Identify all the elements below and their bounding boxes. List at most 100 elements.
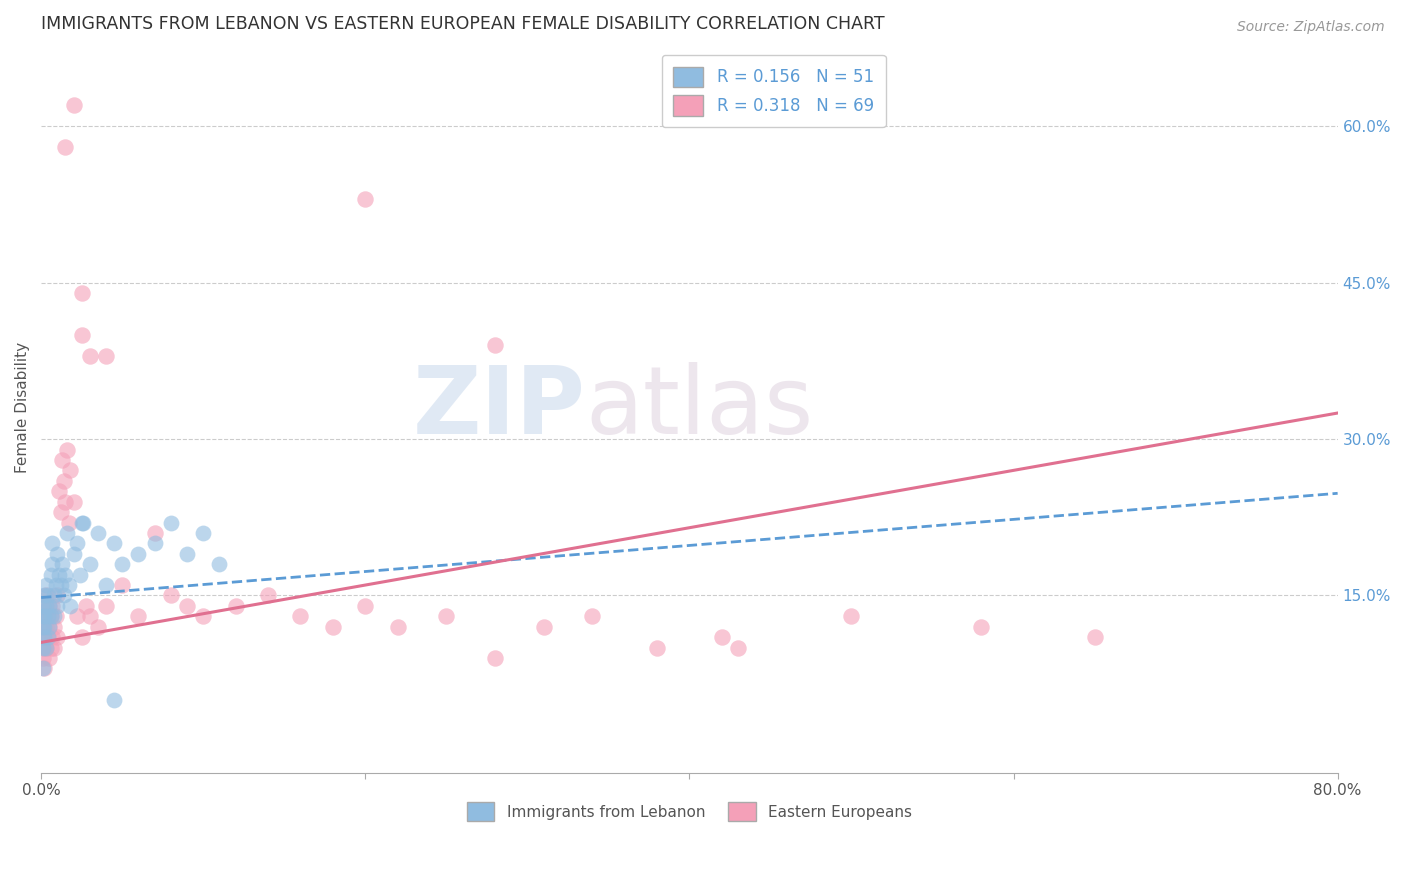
Point [42,640,65,655]
Point [87,525,110,540]
Point [62,547,84,561]
Point [70,327,93,342]
Point [46,589,69,603]
Point [38,620,60,634]
Point [103,536,125,550]
Point [42,589,65,603]
Legend: Immigrants from Lebanon, Eastern Europeans: Immigrants from Lebanon, Eastern Europea… [461,797,918,827]
Point [37,609,59,624]
Point [111,578,134,592]
Point [49,505,72,519]
Point [581,609,603,624]
Text: atlas: atlas [586,362,814,454]
Point [46,599,69,613]
Point [31,620,53,634]
Point [103,692,125,706]
Point [143,525,166,540]
Point [159,516,181,530]
Point [48,567,70,582]
Point [46,630,69,644]
Point [58,516,80,530]
Point [35,640,58,655]
Point [387,620,409,634]
Point [645,640,668,655]
Point [41,599,63,613]
Point [45,578,67,592]
Point [354,192,377,206]
Point [55,567,77,582]
Point [37,630,59,644]
Point [41,558,63,572]
Point [69,567,91,582]
Point [38,620,60,634]
Point [37,609,59,624]
Point [55,140,77,154]
Point [35,640,58,655]
Point [66,536,89,550]
Point [34,589,56,603]
Point [31,651,53,665]
Point [143,536,166,550]
Point [39,609,62,624]
Point [70,286,93,301]
Point [38,599,60,613]
Point [35,620,58,634]
Point [79,349,101,363]
Point [48,484,70,499]
Point [34,609,56,624]
Point [1083,630,1105,644]
Point [31,661,53,675]
Point [38,599,60,613]
Point [727,640,749,655]
Point [55,494,77,508]
Point [94,578,117,592]
Point [42,620,65,634]
Point [51,453,73,467]
Point [34,630,56,644]
Point [34,661,56,675]
Point [127,609,149,624]
Point [225,599,247,613]
Point [39,567,62,582]
Point [31,599,53,613]
Point [322,620,344,634]
Point [31,609,53,624]
Text: ZIP: ZIP [413,362,586,454]
Point [354,599,377,613]
Point [34,609,56,624]
Text: Source: ZipAtlas.com: Source: ZipAtlas.com [1237,20,1385,34]
Point [45,609,67,624]
Point [34,620,56,634]
Point [31,620,53,634]
Point [841,609,863,624]
Point [38,651,60,665]
Point [484,338,506,352]
Point [51,558,73,572]
Point [710,630,733,644]
Point [35,599,58,613]
Point [37,589,59,603]
Point [56,442,79,457]
Point [176,547,198,561]
Y-axis label: Female Disability: Female Disability [15,343,30,474]
Point [62,494,84,508]
Point [159,589,181,603]
Point [79,609,101,624]
Point [59,599,82,613]
Text: IMMIGRANTS FROM LEBANON VS EASTERN EUROPEAN FEMALE DISABILITY CORRELATION CHART: IMMIGRANTS FROM LEBANON VS EASTERN EUROP… [41,15,884,33]
Point [46,547,69,561]
Point [94,599,117,613]
Point [34,640,56,655]
Point [41,630,63,644]
Point [35,589,58,603]
Point [58,578,80,592]
Point [56,525,79,540]
Point [533,620,555,634]
Point [62,98,84,112]
Point [52,474,75,488]
Point [290,609,312,624]
Point [42,609,65,624]
Point [111,558,134,572]
Point [484,651,506,665]
Point [31,630,53,644]
